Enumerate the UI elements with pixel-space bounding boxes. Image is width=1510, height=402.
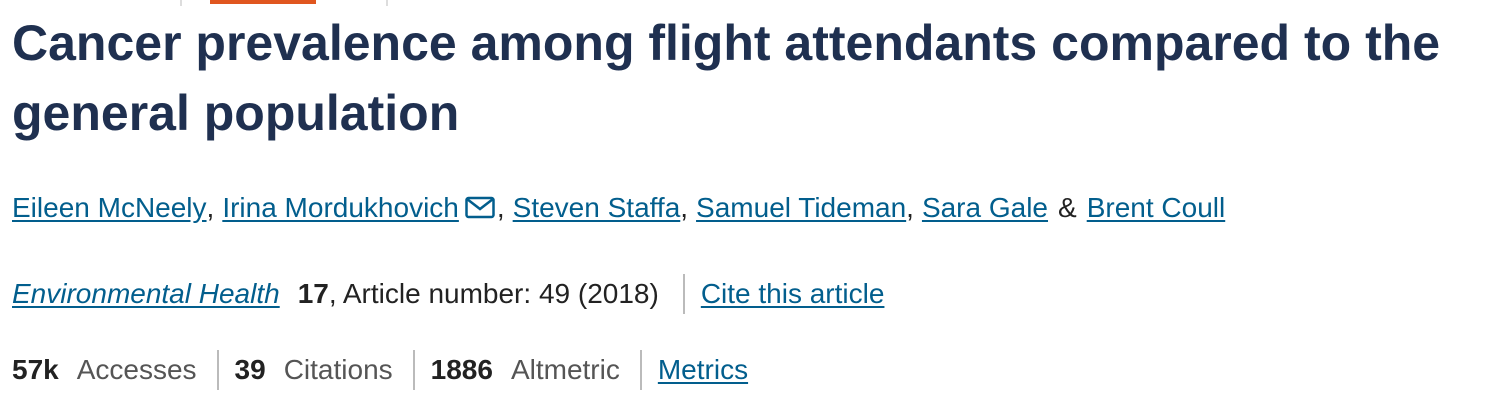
author-list: Eileen McNeely, Irina Mordukhovich , Ste…: [12, 192, 1225, 224]
decoration: [180, 0, 182, 6]
divider: [216, 350, 219, 390]
decoration: [386, 0, 388, 6]
separator: ,: [206, 192, 215, 223]
decoration: [210, 0, 316, 4]
volume: 17: [297, 278, 329, 309]
author-link[interactable]: Sara Gale: [921, 192, 1049, 223]
separator: ,: [496, 192, 505, 223]
article-title: Cancer prevalence among flight attendant…: [12, 15, 1441, 141]
author-link[interactable]: Brent Coull: [1086, 192, 1226, 223]
metric-label: Accesses: [76, 354, 197, 385]
metric-label: Altmetric: [510, 354, 620, 385]
author-link[interactable]: Eileen McNeely: [12, 192, 207, 223]
metric-value: 57k: [12, 354, 59, 385]
email-icon[interactable]: [465, 196, 495, 220]
separator: ,: [680, 192, 689, 223]
cite-link[interactable]: Cite this article: [700, 278, 885, 309]
metrics-link[interactable]: Metrics: [657, 354, 749, 385]
conjunction: &: [1058, 192, 1077, 223]
metric-value: 39: [234, 354, 266, 385]
author-link[interactable]: Irina Mordukhovich: [222, 192, 459, 223]
divider: [639, 350, 642, 390]
metrics-bar: 57k Accesses 39 Citations 1886 Altmetric Me…: [12, 350, 748, 390]
metric-label: Citations: [283, 354, 393, 385]
author-link[interactable]: Steven Staffa: [512, 192, 681, 223]
journal-info: Environmental Health 17, Article number:…: [12, 274, 884, 314]
author-link[interactable]: Samuel Tideman: [696, 192, 907, 223]
metric-value: 1886: [430, 354, 493, 385]
separator: ,: [906, 192, 914, 223]
journal-link[interactable]: Environmental Health: [12, 278, 280, 309]
divider: [682, 274, 685, 314]
article-details: , Article number: 49 (2018): [328, 278, 659, 309]
divider: [412, 350, 415, 390]
